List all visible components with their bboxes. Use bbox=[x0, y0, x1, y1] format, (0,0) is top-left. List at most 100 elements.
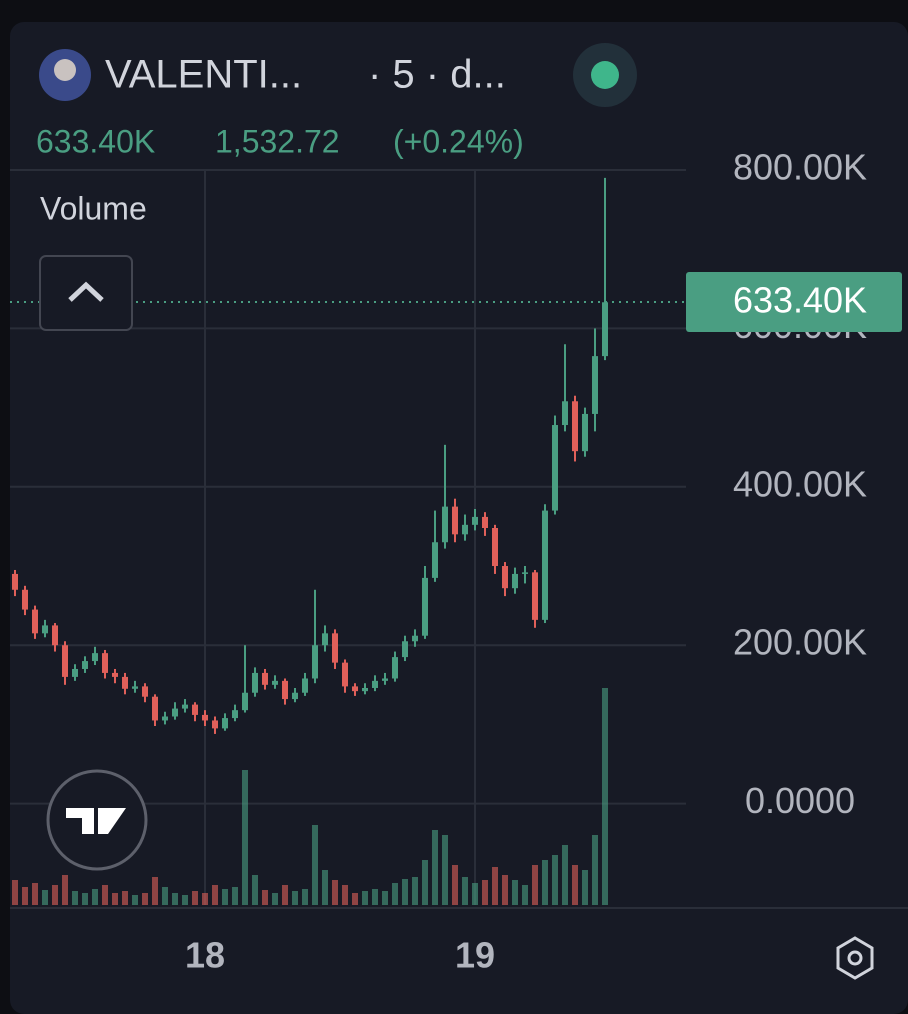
volume-bar bbox=[402, 879, 408, 905]
candle-body bbox=[342, 662, 348, 687]
volume-bar bbox=[502, 875, 508, 905]
candle-body bbox=[152, 696, 158, 721]
volume-bar bbox=[222, 889, 228, 905]
candle-body bbox=[72, 668, 78, 677]
collapse-button[interactable] bbox=[39, 255, 133, 331]
last-price-label: 633.40K bbox=[733, 279, 867, 320]
settings-icon-center bbox=[847, 950, 863, 966]
volume-bar bbox=[542, 860, 548, 905]
volume-bar bbox=[442, 835, 448, 905]
volume-bar bbox=[92, 889, 98, 905]
candle-body bbox=[272, 680, 278, 685]
candle-body bbox=[412, 635, 418, 642]
candle-body bbox=[252, 672, 258, 693]
candle-body bbox=[282, 680, 288, 700]
settings-icon[interactable] bbox=[836, 936, 874, 980]
volume-bar bbox=[372, 889, 378, 905]
volume-bar bbox=[382, 891, 388, 905]
candle-body bbox=[212, 720, 218, 729]
candle-body bbox=[572, 401, 578, 452]
indicator-label: Volume bbox=[40, 190, 147, 226]
volume-bar bbox=[152, 877, 158, 905]
volume-bar bbox=[332, 880, 338, 905]
panel bbox=[10, 22, 908, 1014]
volume-bar bbox=[532, 865, 538, 905]
volume-bar bbox=[362, 891, 368, 905]
candle-body bbox=[362, 687, 368, 692]
candle-body bbox=[592, 356, 598, 414]
candle-body bbox=[402, 641, 408, 658]
volume-bar bbox=[302, 889, 308, 905]
y-tick-label: 400.00K bbox=[733, 463, 867, 504]
candle-body bbox=[432, 542, 438, 578]
volume-bar bbox=[482, 880, 488, 905]
volume-bar bbox=[462, 877, 468, 905]
volume-bar bbox=[82, 893, 88, 905]
candle-body bbox=[312, 645, 318, 679]
y-tick-label: 800.00K bbox=[733, 147, 867, 188]
candle-body bbox=[142, 686, 148, 697]
volume-bar bbox=[32, 883, 38, 905]
status-dot bbox=[591, 61, 619, 89]
volume-bar bbox=[422, 860, 428, 905]
candle-body bbox=[562, 401, 568, 426]
volume-bar bbox=[342, 885, 348, 905]
candle-body bbox=[522, 572, 528, 574]
candle-body bbox=[262, 672, 268, 685]
candle-body bbox=[242, 692, 248, 711]
candle-body bbox=[372, 680, 378, 688]
volume-bar bbox=[272, 893, 278, 905]
candle-body bbox=[382, 678, 388, 681]
candle-body bbox=[422, 577, 428, 636]
volume-bar bbox=[512, 880, 518, 905]
candle-body bbox=[582, 413, 588, 452]
volume-bar bbox=[292, 891, 298, 905]
volume-bar bbox=[392, 883, 398, 905]
volume-bar bbox=[452, 865, 458, 905]
volume-bar bbox=[242, 770, 248, 905]
candle-body bbox=[62, 645, 68, 677]
candle-body bbox=[22, 589, 28, 610]
symbol-title: VALENTI... bbox=[105, 53, 302, 97]
candle-body bbox=[112, 672, 118, 677]
volume-bar bbox=[472, 883, 478, 905]
candle-body bbox=[52, 625, 58, 646]
volume-bar bbox=[52, 885, 58, 905]
logo-mark bbox=[66, 808, 126, 834]
candle-body bbox=[482, 516, 488, 528]
candle-body bbox=[82, 661, 88, 669]
volume-bar bbox=[562, 845, 568, 905]
candle-body bbox=[332, 633, 338, 663]
volume-bar bbox=[352, 893, 358, 905]
volume-bar bbox=[202, 893, 208, 905]
legend-value: 633.40K bbox=[36, 123, 155, 159]
volume-bar bbox=[142, 893, 148, 905]
candle-body bbox=[42, 625, 48, 634]
volume-bar bbox=[122, 891, 128, 905]
candle-body bbox=[602, 302, 608, 357]
candle-body bbox=[552, 425, 558, 511]
candle-body bbox=[222, 718, 228, 729]
candle-body bbox=[462, 524, 468, 535]
volume-bar bbox=[322, 870, 328, 905]
last-price-box bbox=[686, 271, 902, 332]
volume-bar bbox=[552, 855, 558, 905]
volume-bar bbox=[602, 688, 608, 905]
candle-body bbox=[542, 510, 548, 620]
candle-body bbox=[452, 506, 458, 535]
volume-bar bbox=[72, 891, 78, 905]
volume-bar bbox=[582, 870, 588, 905]
volume-bar bbox=[172, 893, 178, 905]
candle-body bbox=[192, 704, 198, 715]
candle-body bbox=[532, 572, 538, 620]
chevron-icon bbox=[68, 281, 104, 302]
volume-bar bbox=[192, 891, 198, 905]
volume-bar bbox=[132, 895, 138, 905]
candle-body bbox=[442, 506, 448, 543]
volume-bar bbox=[312, 825, 318, 905]
x-tick-label: 18 bbox=[185, 935, 225, 976]
volume-bar bbox=[262, 890, 268, 905]
candle-body bbox=[512, 573, 518, 589]
volume-bar bbox=[212, 885, 218, 905]
